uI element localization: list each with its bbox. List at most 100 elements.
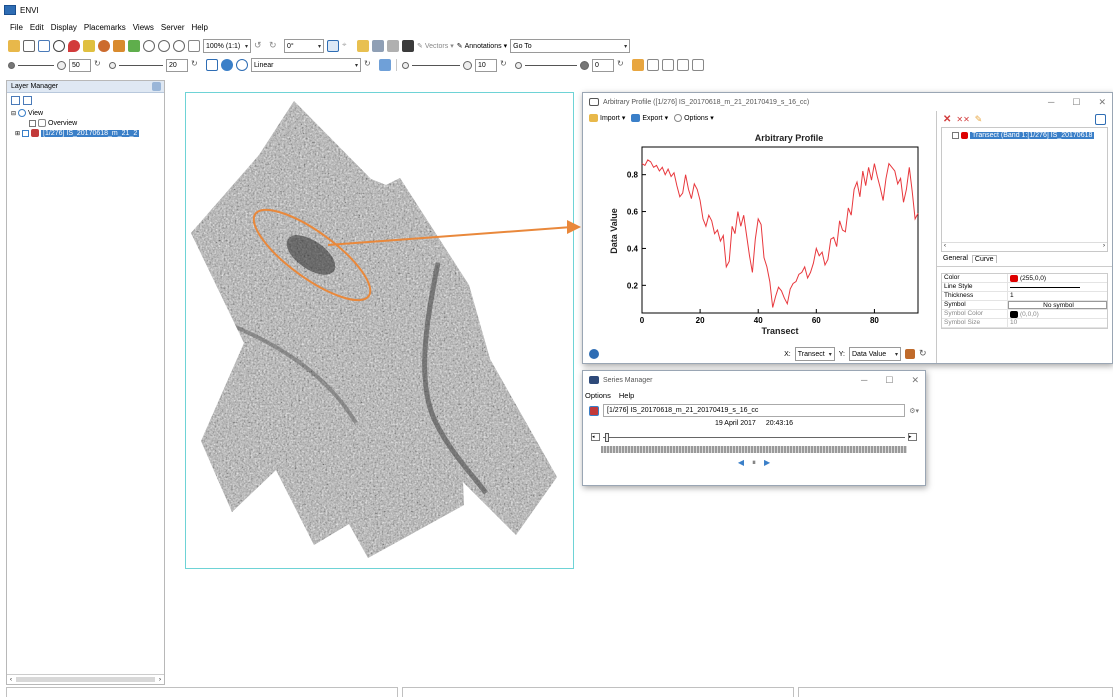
swipe-view-icon[interactable] bbox=[692, 59, 704, 71]
menu-edit[interactable]: Edit bbox=[29, 22, 44, 32]
series-scroll-left-icon[interactable]: ‹ bbox=[944, 243, 946, 249]
menu-display[interactable]: Display bbox=[50, 22, 77, 32]
expand-toggle-icon[interactable]: ⊞ bbox=[15, 130, 21, 137]
goto-field[interactable]: Go To ▾ bbox=[510, 39, 631, 53]
series-minimize-button[interactable]: ─ bbox=[860, 374, 868, 385]
transparency-slider[interactable] bbox=[525, 64, 577, 66]
rotate-left-icon[interactable]: ↺ bbox=[254, 40, 262, 50]
zoom-out-icon[interactable] bbox=[173, 40, 185, 52]
series-scrollbar[interactable]: ‹ › bbox=[942, 242, 1107, 251]
fly-icon[interactable] bbox=[113, 40, 125, 52]
rotate-right-icon[interactable]: ↻ bbox=[269, 40, 277, 50]
prop-row-thickness[interactable]: Thickness 1 bbox=[942, 292, 1107, 301]
tree-item-layer[interactable]: ⊞ [1/276] IS_20170618_m_21_2 bbox=[11, 128, 164, 138]
reset-icon[interactable]: ↻ bbox=[94, 59, 101, 68]
sharpen-knob[interactable] bbox=[463, 60, 472, 70]
timeline-strip[interactable] bbox=[601, 446, 907, 453]
edit-icon[interactable]: ✎ bbox=[974, 113, 983, 124]
vectors-menu[interactable]: ✎ Vectors ▾ bbox=[417, 42, 454, 51]
display-icon[interactable] bbox=[38, 40, 50, 52]
series-menu-options[interactable]: Options bbox=[585, 390, 611, 400]
open-file-icon[interactable] bbox=[8, 40, 20, 52]
fit-icon[interactable] bbox=[188, 40, 200, 52]
prop-row-linestyle[interactable]: Line Style bbox=[942, 283, 1107, 292]
reset-sharpen-icon[interactable]: ↻ bbox=[500, 59, 507, 68]
portal-icon[interactable] bbox=[647, 59, 659, 71]
series-menu-help[interactable]: Help bbox=[618, 390, 635, 400]
collapse-toggle-icon[interactable]: ⊟ bbox=[11, 110, 17, 117]
expand-all-icon[interactable] bbox=[23, 96, 32, 105]
scroll-thumb[interactable] bbox=[16, 677, 155, 682]
minimize-button[interactable]: ─ bbox=[1047, 96, 1055, 107]
refresh-chart-icon[interactable]: ↻ bbox=[919, 348, 927, 358]
crosshair-icon[interactable]: ⌖ bbox=[342, 40, 347, 49]
delete-all-icon[interactable]: ✕✕ bbox=[956, 114, 970, 124]
series-close-button[interactable]: ✕ bbox=[911, 374, 919, 385]
stretch-icon[interactable] bbox=[379, 59, 391, 71]
y-axis-select[interactable]: Data Value ▾ bbox=[849, 347, 901, 361]
sar-image[interactable] bbox=[186, 93, 573, 568]
overview-checkbox[interactable] bbox=[29, 119, 36, 127]
select-icon[interactable] bbox=[83, 40, 95, 52]
profile-icon[interactable] bbox=[387, 40, 399, 52]
series-checkbox[interactable] bbox=[952, 131, 959, 139]
histogram-icon[interactable] bbox=[206, 59, 218, 71]
pencil-icon[interactable] bbox=[905, 349, 915, 359]
slider-right-button[interactable]: ▸ bbox=[908, 433, 917, 441]
layer-checkbox[interactable] bbox=[22, 129, 30, 137]
brightness-slider[interactable] bbox=[18, 64, 54, 66]
data-manager-icon[interactable] bbox=[23, 40, 35, 52]
scroll-right-icon[interactable]: › bbox=[159, 676, 161, 683]
tree-item-overview[interactable]: Overview bbox=[11, 118, 164, 128]
blend-icon[interactable] bbox=[662, 59, 674, 71]
transparency-value[interactable]: 0 bbox=[592, 58, 614, 72]
pan-icon[interactable] bbox=[98, 40, 110, 52]
pin-icon[interactable] bbox=[68, 40, 80, 52]
transparency-knob[interactable] bbox=[580, 60, 589, 70]
time-slider[interactable] bbox=[603, 432, 905, 442]
sharpen-slider[interactable] bbox=[412, 64, 460, 66]
reset-contrast-icon[interactable]: ↻ bbox=[191, 59, 198, 68]
spectral-icon[interactable] bbox=[372, 40, 384, 52]
maximize-button[interactable]: ☐ bbox=[1072, 96, 1081, 107]
rotate-icon[interactable] bbox=[128, 40, 140, 52]
menu-views[interactable]: Views bbox=[132, 22, 154, 32]
swipe-icon[interactable] bbox=[236, 59, 248, 71]
brightness-knob[interactable] bbox=[57, 60, 66, 70]
dataset-field[interactable]: [1/276] IS_20170618_m_21_20170419_s_16_c… bbox=[603, 404, 906, 417]
chart-settings-icon[interactable] bbox=[1095, 113, 1106, 125]
menu-file[interactable]: File bbox=[10, 22, 23, 32]
rotation-select[interactable]: 0° ▾ bbox=[284, 39, 324, 53]
series-list-item[interactable]: Transect (Band 1:[1/276] IS_20170618 bbox=[942, 130, 1107, 140]
export-menu[interactable]: Export ▾ bbox=[631, 114, 668, 122]
series-maximize-button[interactable]: ☐ bbox=[885, 374, 894, 385]
zoom-icon[interactable] bbox=[143, 40, 155, 52]
dataset-options-menu[interactable]: ⚙▾ bbox=[909, 407, 919, 415]
tree-item-view[interactable]: ⊟ View bbox=[11, 108, 164, 118]
pause-icon[interactable]: ⏸ bbox=[752, 458, 756, 467]
prop-row-symbol-color[interactable]: Symbol Color (0,0,0) bbox=[942, 310, 1107, 319]
profile-chart[interactable]: Arbitrary Profile 0 20 40 60 80 0.2 0.4 0.6 0.8… bbox=[589, 131, 931, 343]
options-menu[interactable]: Options ▾ bbox=[674, 114, 714, 122]
collapse-all-icon[interactable] bbox=[11, 96, 20, 105]
chart-icon[interactable] bbox=[632, 59, 644, 71]
slider-left-button[interactable]: ◂ bbox=[591, 433, 600, 441]
prop-row-symbol-size[interactable]: Symbol Size 10 bbox=[942, 319, 1107, 328]
annotations-menu[interactable]: ✎ Annotations ▾ bbox=[456, 42, 508, 51]
grid-icon[interactable] bbox=[402, 40, 414, 52]
layer-icon[interactable] bbox=[327, 40, 339, 52]
time-slider-thumb[interactable] bbox=[605, 432, 609, 442]
contrast-value[interactable]: 20 bbox=[166, 58, 188, 72]
contrast-slider[interactable] bbox=[119, 64, 163, 66]
delete-icon[interactable]: ✕ bbox=[943, 113, 952, 125]
enhance-icon[interactable] bbox=[221, 59, 233, 71]
step-forward-icon[interactable]: ▶ bbox=[764, 458, 771, 467]
tab-curve[interactable]: Curve bbox=[971, 255, 997, 263]
menu-placemarks[interactable]: Placemarks bbox=[83, 22, 126, 32]
import-menu[interactable]: Import ▾ bbox=[589, 114, 625, 122]
prop-row-color[interactable]: Color (255,0,0) bbox=[942, 274, 1107, 283]
reset-transparency-icon[interactable]: ↻ bbox=[617, 59, 624, 68]
refresh-icon[interactable]: ↻ bbox=[364, 59, 371, 68]
stretch-select[interactable]: Linear ▾ bbox=[251, 58, 361, 72]
help-icon[interactable] bbox=[589, 349, 599, 359]
